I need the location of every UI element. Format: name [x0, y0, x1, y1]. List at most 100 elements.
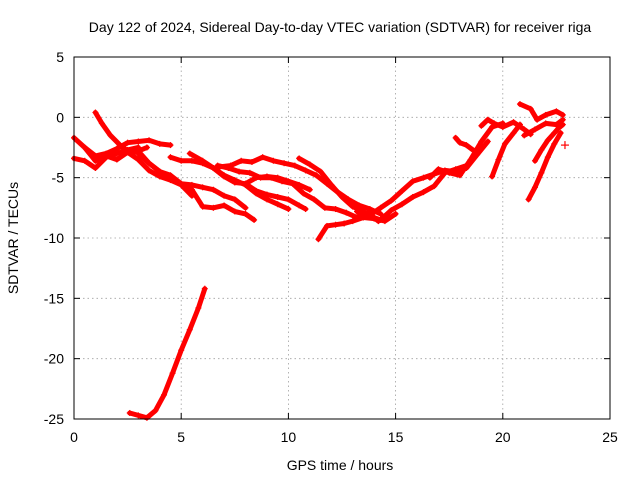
- y-tick-label: -25: [44, 411, 64, 427]
- data-point: [167, 142, 174, 149]
- data-point: [302, 167, 309, 174]
- data-point: [489, 173, 496, 180]
- data-point: [146, 160, 153, 167]
- data-point: [270, 157, 277, 164]
- data-point: [501, 140, 508, 147]
- data-point: [231, 179, 238, 186]
- data-point: [124, 149, 131, 156]
- data-point: [210, 186, 217, 193]
- data-point: [161, 391, 168, 398]
- data-point: [236, 168, 243, 175]
- data-point: [300, 190, 307, 197]
- x-tick-label: 5: [177, 429, 185, 445]
- data-point: [521, 126, 528, 133]
- data-point: [242, 180, 249, 187]
- data-point: [274, 193, 281, 200]
- data-point: [143, 144, 150, 151]
- data-point: [555, 125, 562, 132]
- data-point: [321, 204, 328, 211]
- data-point: [388, 207, 395, 214]
- data-point: [146, 167, 153, 174]
- data-point: [156, 168, 163, 175]
- data-point: [242, 210, 249, 217]
- data-point: [531, 126, 538, 133]
- data-point: [328, 181, 335, 188]
- data-point-isolated: [560, 141, 569, 150]
- data-point: [399, 201, 406, 208]
- data-point: [306, 186, 313, 193]
- data-point: [152, 407, 159, 414]
- y-tick-label: -10: [44, 230, 64, 246]
- data-point: [107, 132, 114, 139]
- data-point: [527, 105, 534, 112]
- chart-title: Day 122 of 2024, Sidereal Day-to-day VTE…: [89, 19, 592, 35]
- x-tick-label: 10: [281, 429, 297, 445]
- data-point: [81, 157, 88, 164]
- data-point: [366, 206, 373, 213]
- data-point: [92, 157, 99, 164]
- data-point: [538, 146, 545, 153]
- data-point: [210, 165, 217, 172]
- data-point: [253, 187, 260, 194]
- data-point: [167, 154, 174, 161]
- data-point: [302, 206, 309, 213]
- data-point: [135, 138, 142, 145]
- data-point: [426, 174, 433, 181]
- data-point: [388, 197, 395, 204]
- data-point: [538, 169, 545, 176]
- data-point: [343, 209, 350, 216]
- data-point: [510, 130, 517, 137]
- data-point: [186, 150, 193, 157]
- data-point: [484, 138, 491, 145]
- data-point: [81, 144, 88, 151]
- data-point: [478, 122, 485, 129]
- data-point: [135, 412, 142, 419]
- data-point: [285, 206, 292, 213]
- data-point: [210, 204, 217, 211]
- data-point: [296, 181, 303, 188]
- data-point: [491, 120, 498, 127]
- data-point: [285, 196, 292, 203]
- data-point: [242, 204, 249, 211]
- data-point: [399, 187, 406, 194]
- data-point: [313, 172, 320, 179]
- data-point: [216, 163, 223, 170]
- data-point: [92, 109, 99, 116]
- data-point: [231, 196, 238, 203]
- data-point: [469, 146, 476, 153]
- data-point: [199, 184, 206, 191]
- data-point: [143, 414, 150, 421]
- data-point: [92, 165, 99, 172]
- data-point: [156, 140, 163, 147]
- data-point: [349, 203, 356, 210]
- grid-lines: [74, 57, 610, 419]
- data-point: [167, 174, 174, 181]
- data-point: [285, 178, 292, 185]
- data-point: [456, 139, 463, 146]
- data-point: [195, 304, 202, 311]
- data-point: [525, 196, 532, 203]
- data-point: [227, 162, 234, 169]
- data-point: [188, 181, 195, 188]
- x-axis-label: GPS time / hours: [287, 457, 394, 473]
- data-track-arc-j: [217, 154, 384, 217]
- data-point: [553, 121, 560, 128]
- data-point: [510, 119, 517, 126]
- y-tick-label: -5: [52, 170, 65, 186]
- data-point: [463, 142, 470, 149]
- data-point: [544, 137, 551, 144]
- data-point: [544, 154, 551, 161]
- x-tick-label: 25: [602, 429, 618, 445]
- data-point: [146, 137, 153, 144]
- data-point: [366, 212, 373, 219]
- x-tick-label: 0: [70, 429, 78, 445]
- data-track-arc-s: [489, 122, 523, 179]
- data-point: [553, 108, 560, 115]
- x-tick-label: 20: [495, 429, 511, 445]
- data-point: [495, 156, 502, 163]
- data-point: [516, 101, 523, 108]
- data-point: [521, 132, 528, 139]
- data-point: [118, 143, 125, 150]
- data-point: [306, 161, 313, 168]
- data-point: [199, 203, 206, 210]
